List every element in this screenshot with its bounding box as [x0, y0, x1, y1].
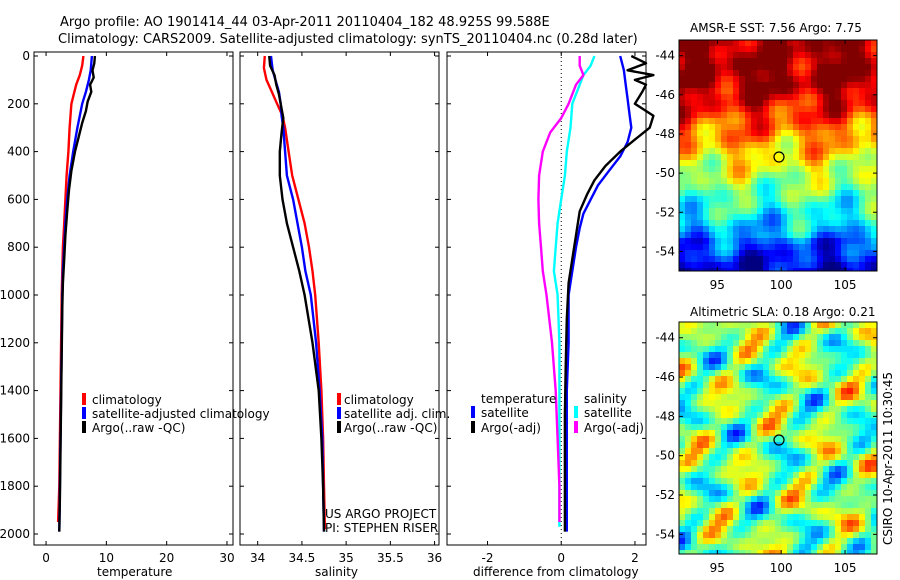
temp-ytick-label: 2000	[0, 527, 30, 541]
difference-axis-label: difference from climatology	[473, 565, 639, 579]
difference-legend-temp-satellite: satellite	[481, 406, 529, 420]
salinity-legend: climatology satellite adj. clim. Argo(..…	[337, 393, 450, 435]
sst-map-title: AMSR-E SST: 7.56 Argo: 7.75	[690, 21, 862, 35]
sla-xtick-label: 105	[834, 561, 857, 575]
sst-ytick-label: -48	[655, 127, 675, 141]
sst-ytick-label: -52	[655, 205, 675, 219]
temp-ytick-label: 1000	[0, 288, 30, 302]
difference-legend-title-temperature: temperature	[481, 392, 556, 406]
salinity-axis-label: salinity	[315, 565, 358, 579]
figure-title-line2: Climatology: CARS2009. Satellite-adjuste…	[58, 32, 638, 47]
sst-map: AMSR-E SST: 7.56 Argo: 7.75 95 100 105 -44 -…	[655, 21, 878, 292]
temp-ytick-label: 1600	[0, 431, 30, 445]
sal-xtick-label: 35	[338, 551, 353, 565]
sla-ytick-label: -50	[655, 449, 675, 463]
salinity-panel: 34 34.5 35 35.5 36 salinity climatology sate…	[239, 51, 450, 579]
diff-series-temperature-argo-adj-	[563, 54, 655, 532]
sst-ytick-label: -54	[655, 244, 675, 258]
sst-xtick-label: 100	[770, 278, 793, 292]
temp-xtick-label: 10	[99, 551, 114, 565]
temp-ytick-label: 400	[7, 145, 30, 159]
project-note-line1: US ARGO PROJECT	[325, 507, 437, 521]
diff-series-salinity-satellite	[552, 55, 596, 527]
sal-series-argo-raw-qc-	[268, 55, 326, 532]
sst-xtick-label: 95	[710, 278, 725, 292]
temp-ytick-label: 800	[7, 240, 30, 254]
difference-legend-sal-satellite: satellite	[584, 406, 632, 420]
csiro-timestamp: CSIRO 10-Apr-2011 10:30:45	[881, 372, 895, 545]
sst-ytick-label: -46	[655, 88, 675, 102]
sal-xtick-label: 35.5	[377, 551, 404, 565]
diff-xtick-label: -2	[482, 551, 494, 565]
temp-ytick-label: 1400	[0, 384, 30, 398]
sst-ytick-label: -50	[655, 166, 675, 180]
temperature-legend-item-1: climatology	[92, 393, 162, 407]
temp-ytick-label: 200	[7, 97, 30, 111]
temperature-legend-item-3: Argo(..raw -QC)	[92, 421, 185, 435]
sal-xtick-label: 34	[250, 551, 265, 565]
diff-series-temperature-satellite	[565, 55, 633, 532]
salinity-legend-item-3: Argo(..raw -QC)	[344, 421, 437, 435]
temperature-panel: 0 10 20 30 0 200 400 600 800 1000 1200 1400 1600 1800…	[0, 49, 270, 579]
sst-ytick-label: -44	[655, 49, 675, 63]
project-note-line2: PI: STEPHEN RISER	[325, 521, 438, 535]
sla-xtick-label: 100	[770, 561, 793, 575]
sla-xtick-label: 95	[710, 561, 725, 575]
temp-xtick-label: 30	[219, 551, 234, 565]
sla-ytick-label: -48	[655, 409, 675, 423]
temperature-axis-label: temperature	[97, 565, 172, 579]
difference-legend-title-salinity: salinity	[584, 392, 627, 406]
temperature-legend: climatology satellite-adjusted climatolo…	[82, 393, 270, 435]
temp-xtick-label: 0	[42, 551, 50, 565]
temp-series-satellite-adjusted-climatology	[58, 55, 94, 532]
difference-legend: temperature satellite Argo(-adj) salinit…	[471, 392, 644, 435]
sla-ytick-label: -46	[655, 370, 675, 384]
diff-xtick-label: 2	[631, 551, 639, 565]
diff-series-salinity-argo-adj-	[537, 56, 585, 522]
sla-argo-position-marker	[773, 434, 785, 446]
sla-ytick-label: -52	[655, 488, 675, 502]
sal-series-climatology	[262, 55, 327, 530]
diff-xtick-label: 0	[557, 551, 565, 565]
sla-map: Altimetric SLA: 0.18 Argo: 0.21 95 100 105…	[655, 305, 878, 575]
temp-ytick-label: 0	[22, 49, 30, 63]
difference-panel: -2 0 2 difference from climatology tempera…	[446, 51, 655, 579]
sla-ytick-label: -54	[655, 527, 675, 541]
temp-ytick-label: 600	[7, 192, 30, 206]
temp-xtick-label: 20	[159, 551, 174, 565]
sla-ytick-label: -44	[655, 331, 675, 345]
salinity-legend-item-1: climatology	[344, 393, 414, 407]
sal-xtick-label: 36	[427, 551, 442, 565]
sst-xtick-label: 105	[834, 278, 857, 292]
salinity-legend-item-2: satellite adj. clim.	[344, 407, 450, 421]
temp-ytick-label: 1800	[0, 479, 30, 493]
sla-map-title: Altimetric SLA: 0.18 Argo: 0.21	[690, 305, 875, 319]
temp-ytick-label: 1200	[0, 336, 30, 350]
difference-legend-temp-argo: Argo(-adj)	[481, 421, 541, 435]
figure-title-line1: Argo profile: AO 1901414_44 03-Apr-2011 …	[60, 15, 550, 30]
temperature-legend-item-2: satellite-adjusted climatology	[92, 407, 270, 421]
temp-series-argo-raw-qc-	[58, 55, 97, 532]
sal-xtick-label: 34.5	[289, 551, 316, 565]
difference-legend-sal-argo: Argo(-adj)	[584, 421, 644, 435]
sst-argo-position-marker	[773, 151, 785, 163]
